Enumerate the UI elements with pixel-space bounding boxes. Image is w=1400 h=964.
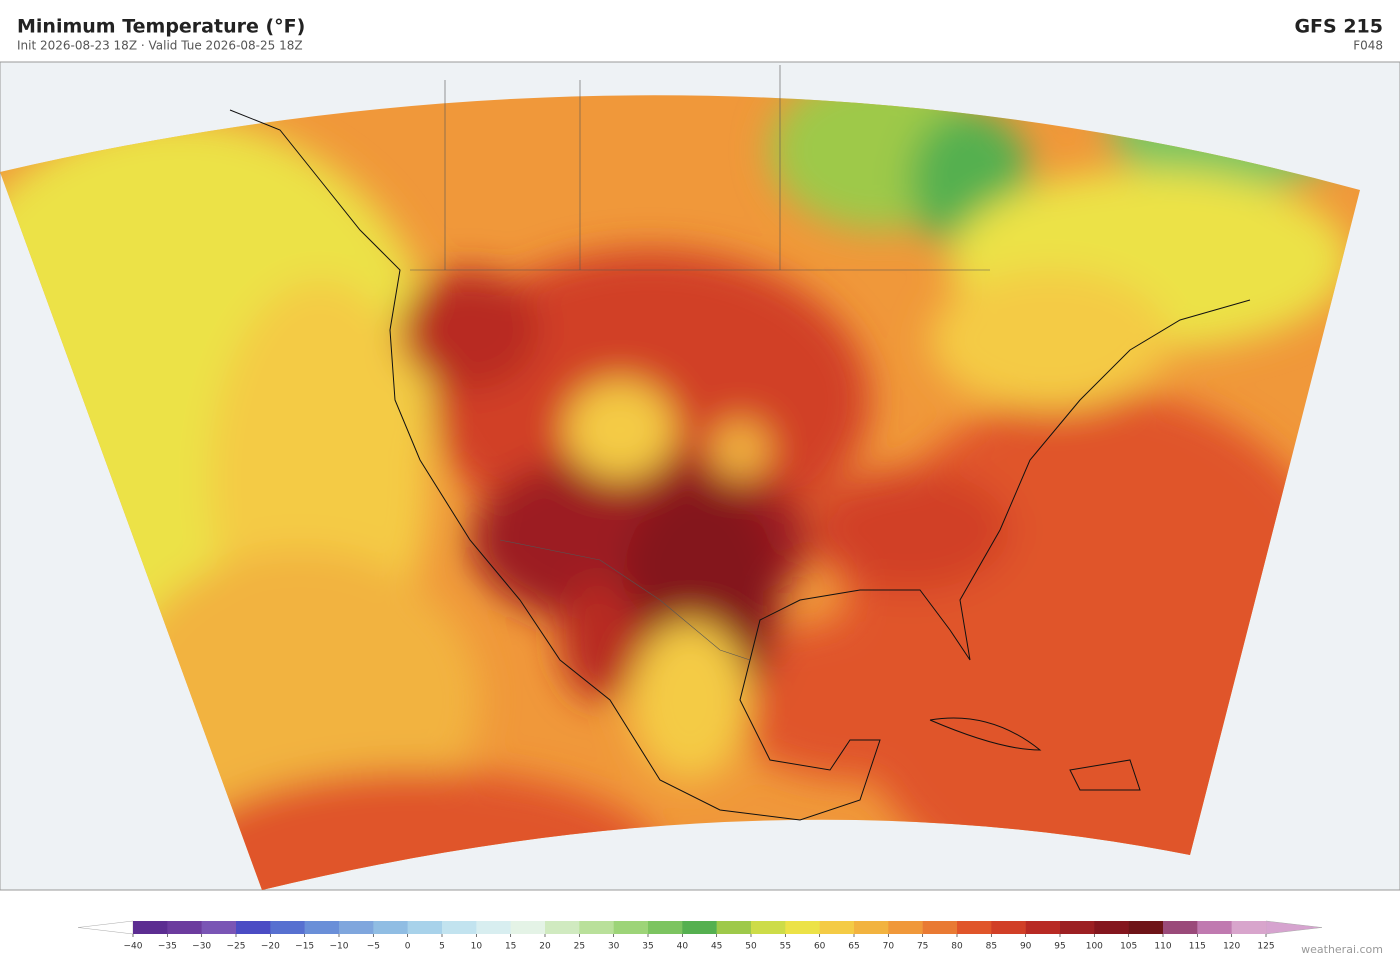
colorbar-segment (545, 921, 580, 934)
colorbar-tick-label: 95 (1054, 942, 1065, 952)
colorbar-segment (1197, 921, 1232, 934)
colorbar-tick-label: −40 (124, 942, 143, 952)
colorbar-tick-label: 55 (780, 942, 791, 952)
colorbar-tick-label: 85 (986, 942, 997, 952)
colorbar-segment (1128, 921, 1164, 934)
colorbar-tick-label: 105 (1120, 942, 1137, 952)
credit: weatherai.com (1301, 943, 1383, 956)
colorbar-segment (236, 921, 271, 934)
colorbar-segment (1094, 921, 1129, 934)
colorbar-tick-label: 60 (814, 942, 826, 952)
colorbar-tick-label: 65 (848, 942, 859, 952)
colorbar-tick-label: 120 (1223, 942, 1240, 952)
colorbar-segment (407, 921, 443, 934)
colorbar-segment (442, 921, 477, 934)
colorbar-tick-label: 30 (608, 942, 620, 952)
colorbar-tick-label: 90 (1020, 942, 1032, 952)
colorbar-segment (648, 921, 683, 934)
colorbar-tick-label: 10 (471, 942, 483, 952)
colorbar-segment (751, 921, 786, 934)
model-label: GFS 215 (1294, 16, 1383, 38)
colorbar-tick-label: 125 (1257, 942, 1274, 952)
colorbar-segment (854, 921, 889, 934)
colorbar-tick-label: −5 (367, 942, 380, 952)
colorbar-segment (1231, 921, 1267, 934)
colorbar-tick-label: 20 (539, 942, 551, 952)
colorbar-tick-label: −35 (158, 942, 177, 952)
colorbar-segment (1025, 921, 1061, 934)
colorbar-segment (819, 921, 855, 934)
colorbar-segment (304, 921, 340, 934)
colorbar-tick-label: 45 (711, 942, 722, 952)
colorbar-tick-label: 15 (505, 942, 516, 952)
colorbar-under (77, 920, 134, 935)
borders (410, 65, 990, 661)
title: Minimum Temperature (°F) (17, 16, 305, 38)
colorbar-tick-label: 0 (405, 942, 411, 952)
colorbar-tick-label: 100 (1086, 942, 1103, 952)
colorbar-segment (167, 921, 202, 934)
colorbar-over (1265, 920, 1323, 935)
colorbar-segment (922, 921, 958, 934)
colorbar-segment (613, 921, 649, 934)
colorbar-tick-label: 40 (677, 942, 689, 952)
colorbar-tick-label: −30 (192, 942, 211, 952)
colorbar-segment (888, 921, 923, 934)
colorbar-tick-label: 75 (917, 942, 928, 952)
colorbar-segment (476, 921, 511, 934)
colorbar-segment (1060, 921, 1095, 934)
colorbar-tick-label: −20 (261, 942, 280, 952)
colorbar-segment (510, 921, 546, 934)
colorbar-segment (339, 921, 374, 934)
colorbar-tick-label: 80 (951, 942, 963, 952)
colorbar-segment (785, 921, 820, 934)
colorbar-tick-label: 110 (1154, 942, 1171, 952)
colorbar-tick-label: −10 (330, 942, 349, 952)
colorbar-segment (270, 921, 305, 934)
colorbar-tick-label: 115 (1189, 942, 1206, 952)
colorbar-segment (373, 921, 408, 934)
colorbar-tick-label: 50 (745, 942, 757, 952)
colorbar-tick-label: −15 (295, 942, 314, 952)
colorbar-segment (991, 921, 1026, 934)
coastlines (229, 109, 1251, 821)
colorbar-segment (201, 921, 237, 934)
colorbar-segment (579, 921, 614, 934)
colorbar-segment (1163, 921, 1198, 934)
forecast-hour: F048 (1353, 39, 1383, 53)
colorbar-tick-label: −25 (227, 942, 246, 952)
colorbar-tick-label: 25 (574, 942, 585, 952)
colorbar-segment (716, 921, 752, 934)
colorbar-segment (133, 921, 168, 934)
subtitle: Init 2026-08-23 18Z · Valid Tue 2026-08-… (17, 39, 303, 53)
colorbar-tick-label: 70 (883, 942, 895, 952)
colorbar-tick-label: 35 (642, 942, 653, 952)
colorbar-segment (957, 921, 992, 934)
colorbar-segment (682, 921, 717, 934)
colorbar-tick-label: 5 (439, 942, 445, 952)
